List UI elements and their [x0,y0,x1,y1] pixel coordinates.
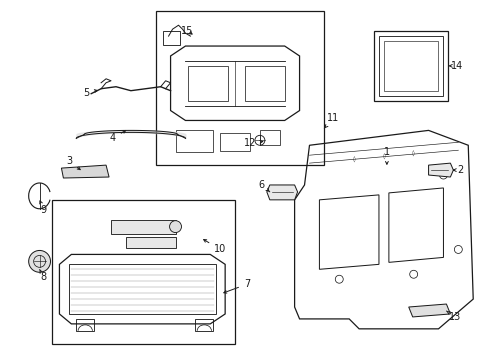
Bar [244,66,284,100]
Bar [51,200,235,344]
Text: 12: 12 [244,138,262,148]
Text: 13: 13 [446,311,461,322]
Bar [383,41,438,91]
Text: 10: 10 [203,239,226,255]
Text: ◊: ◊ [382,154,385,160]
Text: 3: 3 [66,156,80,170]
Bar [111,220,175,234]
Bar [69,264,216,314]
Bar [76,319,94,331]
Text: 4: 4 [110,130,125,143]
Bar [175,130,213,152]
Bar [155,11,324,165]
Bar [378,36,443,96]
Polygon shape [266,185,297,200]
Text: 9: 9 [40,201,46,215]
Text: 14: 14 [447,61,463,71]
Text: ◊: ◊ [411,151,414,157]
Text: 15: 15 [181,26,193,36]
Bar [220,133,249,151]
Polygon shape [427,163,452,177]
Text: 2: 2 [452,165,463,175]
Text: 8: 8 [40,269,46,282]
Text: ◊: ◊ [352,157,355,163]
Text: 1: 1 [383,147,389,164]
Text: 6: 6 [258,180,269,192]
Polygon shape [408,304,449,317]
Bar [259,130,279,145]
Bar [188,66,228,100]
Circle shape [169,221,181,233]
Bar [126,237,175,248]
Bar [373,31,447,100]
Polygon shape [61,165,109,178]
Text: 7: 7 [224,279,249,293]
Circle shape [29,251,50,272]
Text: 11: 11 [324,113,339,128]
Bar [163,31,180,45]
Bar [195,319,213,331]
Text: 5: 5 [83,88,97,98]
